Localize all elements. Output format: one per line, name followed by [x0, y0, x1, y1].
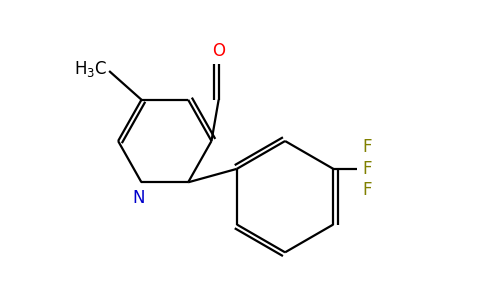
Text: F: F [362, 138, 372, 156]
Text: F: F [362, 160, 372, 178]
Text: F: F [362, 182, 372, 200]
Text: O: O [212, 42, 225, 60]
Text: N: N [132, 189, 145, 207]
Text: H$_3$C: H$_3$C [74, 59, 107, 79]
